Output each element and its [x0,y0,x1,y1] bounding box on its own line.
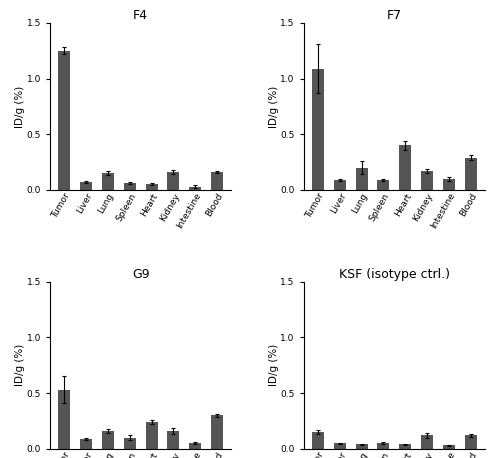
Bar [443,446,455,449]
Bar [102,431,114,449]
Bar [378,443,390,449]
Bar [312,432,324,449]
Bar [146,422,158,449]
Bar [334,180,346,190]
Bar [400,444,411,449]
Title: F4: F4 [133,9,148,22]
Bar [312,69,324,190]
Bar [80,439,92,449]
Bar [168,431,179,449]
Bar [80,182,92,190]
Bar [356,444,368,449]
Y-axis label: ID/g (%): ID/g (%) [15,85,25,127]
Bar [124,183,136,190]
Bar [356,168,368,190]
Bar [189,186,201,190]
Title: G9: G9 [132,267,150,281]
Bar [421,171,433,190]
Bar [146,185,158,190]
Bar [58,390,70,449]
Bar [400,145,411,190]
Bar [443,179,455,190]
Bar [465,436,477,449]
Title: F7: F7 [387,9,402,22]
Bar [189,443,201,449]
Bar [211,415,223,449]
Bar [211,172,223,190]
Bar [58,51,70,190]
Bar [124,438,136,449]
Bar [102,173,114,190]
Y-axis label: ID/g (%): ID/g (%) [269,85,279,127]
Bar [465,158,477,190]
Y-axis label: ID/g (%): ID/g (%) [269,344,279,387]
Bar [421,436,433,449]
Title: KSF (isotype ctrl.): KSF (isotype ctrl.) [339,267,450,281]
Bar [168,172,179,190]
Y-axis label: ID/g (%): ID/g (%) [15,344,25,387]
Bar [334,443,346,449]
Bar [378,180,390,190]
